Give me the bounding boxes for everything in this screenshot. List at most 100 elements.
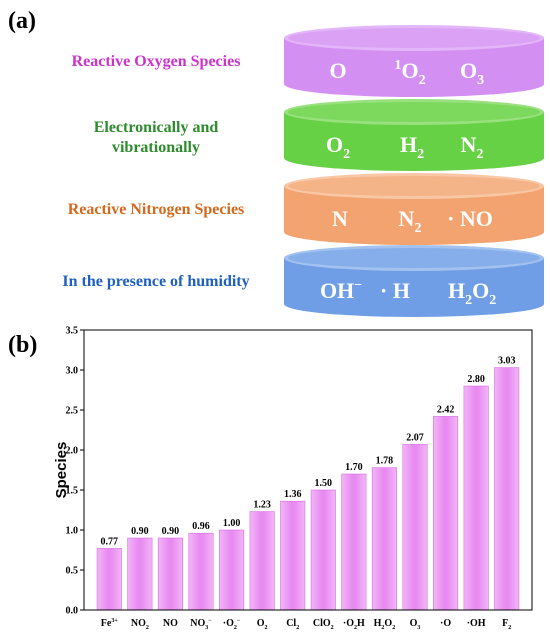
bar <box>341 473 367 611</box>
bar <box>249 511 275 611</box>
bar-group: 0.90 <box>127 526 153 611</box>
y-tick-label: 1.5 <box>66 486 79 497</box>
bar <box>127 537 153 611</box>
bar-group: 1.50 <box>310 478 336 611</box>
x-tick-label: NO3−​ <box>190 618 212 631</box>
bar-group: 2.07 <box>402 432 428 611</box>
bar <box>433 416 459 611</box>
x-tick-label: Fe3+​ <box>101 618 119 629</box>
species-label: · H <box>380 278 410 303</box>
species-label: N <box>332 206 348 231</box>
bar-value-label: 3.03 <box>498 356 516 367</box>
species-label: N2​ <box>461 132 484 162</box>
y-tick-label: 1.0 <box>66 526 79 537</box>
x-tick-label: ·O2−​ <box>223 618 241 631</box>
bar-value-label: 2.42 <box>437 404 455 415</box>
x-tick-label: O2​ <box>257 618 268 631</box>
x-tick-label: ·O <box>440 618 451 629</box>
species-label: O3​ <box>460 58 484 88</box>
x-tick-label: O3​ <box>410 618 421 631</box>
bar-group: 1.78 <box>371 456 397 611</box>
cylinder-top-inner <box>288 102 540 122</box>
bar <box>219 529 245 611</box>
layer-2: O2​ H2​ N2​ Electronically and vibrationally <box>94 99 544 171</box>
cylinder-top-inner <box>288 248 540 268</box>
species-label: OH−​ <box>320 278 362 303</box>
species-label: N2​ <box>399 206 422 236</box>
layer-description: In the presence of humidity <box>62 273 249 290</box>
cylinder-top-inner <box>288 176 540 196</box>
bar-value-label: 1.70 <box>345 462 363 473</box>
x-tick-label: F2​ <box>502 618 511 631</box>
bar-value-label: 0.90 <box>162 526 180 537</box>
bar-group: 2.80 <box>463 374 489 611</box>
species-label: O2​ <box>326 132 350 162</box>
bar <box>463 385 489 611</box>
bar-group: 2.42 <box>433 404 459 611</box>
y-tick-label: 3.5 <box>66 326 79 337</box>
bar-group: 0.90 <box>157 526 183 611</box>
x-tick-label: Cl2​ <box>286 618 299 631</box>
bar-group: 0.77 <box>96 536 122 611</box>
y-tick-label: 2.0 <box>66 446 79 457</box>
bar <box>494 367 520 611</box>
y-axis-label: Species <box>53 442 70 499</box>
cylinder-body <box>284 112 544 171</box>
bar-value-label: 1.78 <box>376 456 394 467</box>
layer-description: Reactive Oxygen Species <box>72 53 241 70</box>
bars: 0.77 0.90 0.90 0.96 1.00 1.23 1.36 1.50 1.70 1.78… <box>96 356 520 611</box>
bar-group: 0.96 <box>188 521 214 611</box>
panel-a-label: (a) <box>8 8 36 34</box>
cylinder-top-inner <box>288 28 540 48</box>
bar-value-label: 2.07 <box>406 432 424 443</box>
bar <box>402 444 428 611</box>
bar-group: 3.03 <box>494 356 520 611</box>
bar <box>280 500 306 611</box>
cylinder-body <box>284 186 544 245</box>
y-tick-label: 0.0 <box>66 606 79 617</box>
layer-description: vibrationally <box>112 139 200 156</box>
bar-group: 1.70 <box>341 462 367 611</box>
x-tick-label: H2​O2​ <box>374 618 396 631</box>
species-label: 1O2​ <box>394 58 425 88</box>
bar-group: 1.23 <box>249 500 275 611</box>
bar-value-label: 1.36 <box>284 489 302 500</box>
bar-value-label: 1.23 <box>253 500 271 511</box>
x-tick-labels: Fe3+​ NO2​ NO NO3−​ ·O2−​ O2​ Cl2​ ClO2​ ·O2​H H2… <box>101 618 511 631</box>
y-tick-label: 2.5 <box>66 406 79 417</box>
layer-description: Electronically and <box>94 119 219 136</box>
bar-value-label: 0.96 <box>192 521 210 532</box>
y-tick-label: 0.5 <box>66 566 79 577</box>
species-label: H2​ <box>400 132 424 162</box>
bar <box>96 548 122 611</box>
bar <box>188 532 214 611</box>
species-label: O <box>329 58 346 83</box>
y-tick-labels: 0.0 0.5 1.0 1.5 2.0 2.5 3.0 3.5 <box>66 326 84 617</box>
bar <box>310 489 336 611</box>
bar-value-label: 0.77 <box>101 536 119 547</box>
x-tick-label: NO <box>163 618 178 629</box>
panel-a-diagram: O 1O2​ O3​ Reactive Oxygen Species O2​ H2​ N2​… <box>62 25 544 317</box>
layer-3: N N2​ · NO Reactive Nitrogen Species <box>68 173 544 245</box>
layer-1: O 1O2​ O3​ Reactive Oxygen Species <box>72 25 544 97</box>
bar <box>371 467 397 611</box>
species-label: · NO <box>447 206 493 231</box>
cylinder-body <box>284 38 544 97</box>
species-label: H2​O2​ <box>448 278 496 308</box>
bar-value-label: 0.90 <box>131 526 149 537</box>
bar <box>157 537 183 611</box>
x-tick-label: ·OH <box>467 618 486 629</box>
bar-chart: 0.0 0.5 1.0 1.5 2.0 2.5 3.0 3.5 Species 0.77 0.9… <box>53 326 533 631</box>
x-tick-label: NO2​ <box>131 618 149 631</box>
layer-4: OH−​ · H H2​O2​ In the presence of humidity <box>62 245 544 317</box>
plot-frame <box>83 329 533 611</box>
y-tick-label: 3.0 <box>66 366 79 377</box>
x-tick-label: ·O2​H <box>343 618 365 631</box>
bar-value-label: 1.00 <box>223 518 241 529</box>
bar-group: 1.00 <box>219 518 245 611</box>
x-tick-label: ClO2​ <box>313 618 334 631</box>
bar-value-label: 2.80 <box>467 374 485 385</box>
panel-b-label: (b) <box>8 332 37 358</box>
bar-group: 1.36 <box>280 489 306 611</box>
